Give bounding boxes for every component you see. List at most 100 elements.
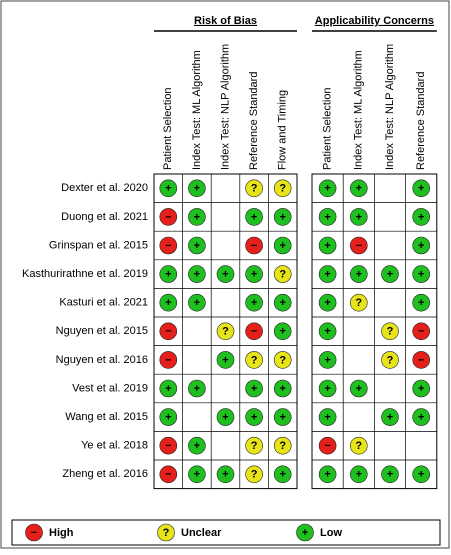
rating-dot-symbol: − [418,354,424,366]
rating-dot [159,208,178,226]
rating-dot [245,322,263,341]
rating-dot-symbol: + [279,412,285,424]
rating-dot [349,436,368,455]
rating-dot-symbol: + [194,269,200,281]
rating-dot [318,379,337,398]
rating-dot [318,236,337,255]
rating-dot-symbol: + [194,211,200,223]
rating-dot-symbol: − [165,440,171,452]
column-label: Reference Standard [248,72,260,170]
rating-dot-symbol: + [251,269,257,281]
rating-dot [273,208,292,226]
rating-dot-symbol: + [418,211,424,223]
rating-dot [159,436,178,455]
rating-dot [159,265,178,283]
legend-label: Unclear [181,527,222,539]
rating-dot-symbol: − [251,326,257,338]
row-label: Kasthurirathne et al. 2019 [22,268,148,280]
row-label: Ye et al. 2018 [81,440,148,452]
column-label: Flow and Timing [277,90,289,170]
rating-dot-symbol: − [165,326,171,338]
row-label: Kasturi et al. 2021 [59,297,148,309]
rating-dot-symbol: + [324,211,330,223]
row-label: Grinspan et al. 2015 [49,239,148,251]
rating-dot-symbol: + [222,269,228,281]
rating-dot [318,322,337,341]
rating-dot-symbol: + [387,269,393,281]
rating-dot-symbol: − [165,469,171,481]
rating-dot [273,293,292,312]
rating-dot [159,293,178,312]
rating-dot [188,208,206,226]
rating-dot [349,465,368,484]
rating-dot [159,322,178,341]
rating-dot-symbol: + [418,412,424,424]
rating-dot [381,351,399,369]
rating-dot [318,208,337,226]
rating-dot [273,351,292,369]
rating-dot [216,351,235,369]
rating-dot-symbol: + [165,183,171,195]
rating-dot-symbol: + [324,354,330,366]
rating-dot-symbol: + [418,240,424,252]
row-label: Nguyen et al. 2016 [56,354,148,366]
rating-dot-symbol: + [279,240,285,252]
rating-dot-symbol: + [222,354,228,366]
rating-dot-symbol: + [356,469,362,481]
rating-dot-symbol: + [251,383,257,395]
rating-dot [273,236,292,255]
rating-dot [412,293,431,312]
rating-dot [159,465,178,484]
rating-dot-symbol: − [165,354,171,366]
rating-dot-symbol: + [387,469,393,481]
column-label: Index Test: NLP Algorithm [219,44,231,170]
legend-dot-symbol: + [302,527,308,539]
rating-dot-symbol: ? [355,440,362,452]
rating-dot-symbol: − [165,211,171,223]
rating-dot [188,436,206,455]
rating-dot-symbol: ? [279,183,286,195]
group-title: Applicability Concerns [315,15,434,27]
rating-dot [273,265,292,283]
rating-dot [349,379,368,398]
rating-dot [245,436,263,455]
row-label: Duong et al. 2021 [61,211,148,223]
rating-dot [412,179,431,198]
rating-dot [245,351,263,369]
row-label: Nguyen et al. 2015 [56,325,148,337]
rating-dot-symbol: + [222,469,228,481]
rating-dot [412,465,431,484]
rating-dot [188,265,206,283]
row-label: Wang et al. 2015 [65,411,148,423]
rating-dot [318,179,337,198]
rating-dot-symbol: + [279,326,285,338]
rating-dot-symbol: + [194,383,200,395]
rating-dot [245,179,263,198]
rating-dot [216,322,235,341]
rating-dot-symbol: + [194,440,200,452]
rating-dot-symbol: − [324,440,330,452]
rating-dot-symbol: ? [279,440,286,452]
rating-dot [188,293,206,312]
rating-dot-symbol: − [165,240,171,252]
rating-dot-symbol: − [356,240,362,252]
rating-dot-symbol: + [279,383,285,395]
rating-dot-symbol: ? [251,183,258,195]
rating-dot-symbol: ? [251,440,258,452]
rating-dot [412,208,431,226]
rating-dot [245,465,263,484]
rating-dot [159,179,178,198]
column-label: Index Test: NLP Algorithm [384,44,396,170]
rating-dot-symbol: + [324,297,330,309]
rating-dot-symbol: + [194,240,200,252]
rating-dot-symbol: ? [279,269,286,281]
legend-dot [296,523,314,542]
rating-dot [273,408,292,426]
rating-dot [318,408,337,426]
rating-dot-symbol: ? [222,326,229,338]
rating-dot-symbol: + [324,383,330,395]
rating-dot [349,293,368,312]
rating-dot [245,236,263,255]
rating-dot-symbol: ? [355,297,362,309]
rating-dot [412,322,431,341]
